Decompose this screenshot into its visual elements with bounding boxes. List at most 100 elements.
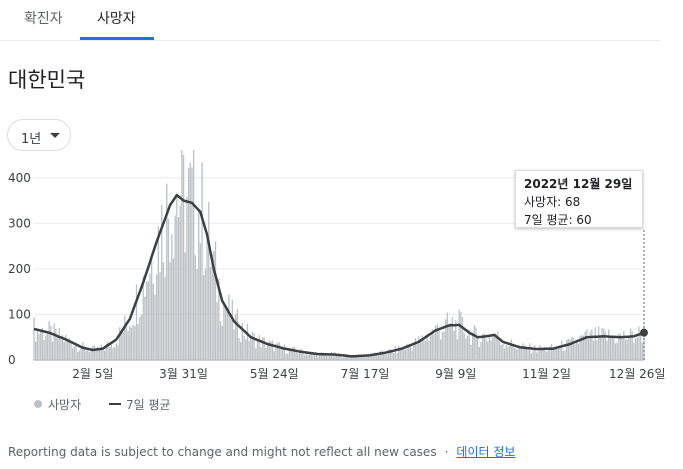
daily-death-bar (471, 332, 474, 360)
daily-death-bar (483, 333, 486, 360)
daily-death-bar (46, 331, 49, 360)
daily-death-bar (258, 335, 260, 360)
daily-death-bar (243, 335, 245, 360)
daily-death-bar (463, 332, 465, 360)
daily-death-bar (574, 344, 576, 360)
daily-death-bar (218, 278, 220, 360)
daily-death-bar (234, 314, 237, 360)
daily-death-bar (411, 350, 413, 360)
daily-death-bar (507, 346, 509, 360)
daily-death-bar (609, 337, 612, 360)
daily-death-bar (63, 342, 65, 360)
tooltip-deaths: 사망자: 68 (524, 195, 581, 209)
daily-death-bar (100, 344, 102, 360)
daily-death-bar (623, 331, 625, 360)
daily-death-bar (559, 345, 561, 360)
daily-death-bar (73, 346, 76, 360)
daily-death-bar (534, 345, 536, 360)
daily-death-bar (166, 183, 168, 360)
tab-deaths[interactable]: 사망자 (97, 11, 136, 27)
daily-death-bar (608, 329, 610, 360)
deaths-chart[interactable]: 0 100 200 300 400 2월 5일 3월 31일 5월 24일 7월 17일 9월 9… (0, 150, 683, 390)
daily-death-bar (159, 272, 161, 360)
time-range-dropdown[interactable]: 1년 (7, 119, 71, 151)
daily-death-bar (606, 340, 608, 360)
daily-death-bar (302, 351, 304, 360)
daily-death-bar (157, 226, 160, 360)
daily-death-bar (401, 347, 403, 360)
daily-death-bar (532, 350, 534, 360)
daily-death-bar (201, 162, 203, 360)
daily-death-bar (102, 349, 104, 360)
daily-death-bar (445, 319, 447, 360)
tab-confirmed-cases[interactable]: 확진자 (24, 11, 63, 27)
legend-average-label: 7일 평균 (126, 398, 171, 412)
daily-death-bar (80, 347, 82, 360)
daily-death-bar (48, 321, 50, 360)
daily-death-bar (315, 352, 317, 360)
daily-death-bar (446, 312, 449, 360)
daily-death-bar (589, 331, 591, 360)
daily-death-bar (147, 281, 149, 360)
daily-death-bar (129, 326, 131, 360)
daily-death-bar (397, 345, 400, 360)
daily-death-bar (310, 351, 312, 360)
daily-death-bar (95, 349, 97, 360)
daily-death-bar (187, 168, 190, 360)
daily-death-bar (493, 335, 496, 360)
daily-death-bar (332, 355, 334, 360)
daily-death-bar (35, 341, 37, 360)
daily-death-bar (392, 352, 395, 360)
daily-death-bar (156, 274, 158, 360)
daily-death-bar (587, 339, 590, 360)
daily-death-bar (465, 338, 467, 360)
daily-death-bar (297, 353, 299, 360)
daily-death-bar (144, 296, 146, 360)
daily-death-bar (189, 162, 191, 360)
daily-death-bar (285, 353, 287, 360)
daily-death-bar (597, 326, 600, 360)
daily-death-bar (500, 344, 502, 360)
daily-death-bar (295, 350, 297, 360)
daily-death-bar (260, 347, 262, 360)
daily-death-bar (36, 328, 39, 360)
daily-death-bar (177, 217, 180, 360)
daily-death-bar (181, 150, 183, 360)
daily-death-bar (340, 357, 343, 360)
daily-death-bar (571, 337, 573, 360)
x-tick-label: 5월 24일 (250, 367, 299, 381)
daily-death-bar (98, 348, 101, 360)
daily-death-bar (270, 341, 272, 360)
x-tick-label: 7월 17일 (341, 367, 390, 381)
data-info-link[interactable]: 데이터 정보 (456, 445, 516, 459)
daily-death-bar (208, 201, 210, 360)
region-title: 대한민국 (8, 68, 86, 92)
daily-death-bar (77, 351, 79, 360)
daily-death-bar (68, 338, 70, 360)
daily-death-bar (350, 355, 353, 360)
daily-death-bar (60, 338, 62, 360)
daily-death-bar (117, 344, 119, 360)
daily-death-bar (206, 234, 208, 360)
daily-death-bar (364, 356, 366, 360)
daily-death-bar (251, 331, 254, 360)
daily-death-bar (498, 340, 501, 360)
daily-death-bar (581, 335, 583, 360)
daily-death-bar (518, 345, 521, 360)
daily-death-bar (149, 273, 151, 360)
daily-death-bar (359, 355, 361, 360)
daily-death-bar (621, 338, 623, 360)
daily-death-bar (634, 338, 637, 360)
daily-death-bar (557, 348, 559, 360)
daily-death-bar (196, 268, 198, 360)
daily-death-bar (198, 211, 200, 360)
daily-death-bar (145, 281, 148, 360)
daily-death-bar (179, 205, 181, 360)
daily-death-bar (290, 349, 292, 360)
daily-death-bar (107, 341, 109, 360)
daily-death-bar (329, 354, 331, 360)
daily-death-bar (292, 346, 294, 360)
daily-death-bar (369, 356, 371, 360)
daily-death-bar (629, 328, 632, 360)
daily-death-bar (399, 350, 402, 360)
